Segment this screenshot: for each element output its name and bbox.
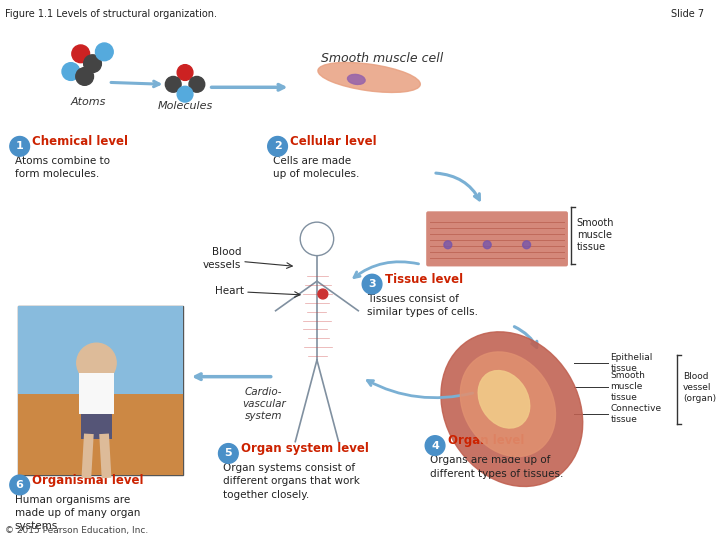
FancyBboxPatch shape	[18, 394, 183, 475]
Text: Cells are made
up of molecules.: Cells are made up of molecules.	[273, 156, 359, 179]
Text: Epithelial
tissue: Epithelial tissue	[611, 353, 652, 373]
Text: Slide 7: Slide 7	[670, 9, 703, 18]
Ellipse shape	[441, 332, 582, 487]
Text: 2: 2	[274, 141, 282, 151]
Circle shape	[10, 475, 30, 495]
Text: Organ systems consist of
different organs that work
together closely.: Organ systems consist of different organ…	[223, 463, 360, 500]
Circle shape	[96, 43, 113, 60]
Circle shape	[84, 55, 102, 72]
Ellipse shape	[348, 75, 365, 84]
Text: 5: 5	[225, 448, 232, 458]
Circle shape	[10, 137, 30, 156]
Text: Chemical level: Chemical level	[32, 135, 128, 148]
Circle shape	[177, 65, 193, 80]
Ellipse shape	[318, 63, 420, 92]
Circle shape	[62, 63, 80, 80]
Text: Blood
vessels: Blood vessels	[203, 247, 241, 270]
FancyBboxPatch shape	[81, 414, 112, 438]
FancyBboxPatch shape	[78, 373, 114, 414]
Text: Cellular level: Cellular level	[290, 135, 377, 148]
Text: Tissue level: Tissue level	[385, 273, 463, 286]
Text: Organ system level: Organ system level	[241, 442, 369, 455]
Text: Figure 1.1 Levels of structural organization.: Figure 1.1 Levels of structural organiza…	[5, 9, 217, 18]
Text: © 2015 Pearson Education, Inc.: © 2015 Pearson Education, Inc.	[5, 526, 148, 535]
Circle shape	[426, 436, 445, 455]
Text: Blood
vessel
(organ): Blood vessel (organ)	[683, 372, 716, 403]
Circle shape	[483, 241, 491, 249]
FancyBboxPatch shape	[18, 306, 183, 475]
Text: Organismal level: Organismal level	[32, 474, 144, 487]
Circle shape	[72, 45, 89, 63]
Text: Heart: Heart	[215, 286, 244, 296]
Circle shape	[218, 443, 238, 463]
Circle shape	[268, 137, 287, 156]
Circle shape	[189, 77, 204, 92]
Text: Organs are made up of
different types of tissues.: Organs are made up of different types of…	[430, 455, 564, 478]
Circle shape	[444, 241, 451, 249]
Text: Connective
tissue: Connective tissue	[611, 404, 662, 424]
Ellipse shape	[478, 370, 530, 428]
Circle shape	[318, 289, 328, 299]
Circle shape	[177, 86, 193, 102]
Text: 4: 4	[431, 441, 439, 450]
Text: 3: 3	[368, 279, 376, 289]
Circle shape	[77, 343, 116, 382]
Circle shape	[523, 241, 531, 249]
Circle shape	[166, 77, 181, 92]
Ellipse shape	[460, 352, 556, 456]
Circle shape	[362, 274, 382, 294]
Text: Human organisms are
made up of many organ
systems.: Human organisms are made up of many orga…	[15, 495, 140, 531]
FancyBboxPatch shape	[18, 306, 183, 394]
Text: Cardio-
vascular
system: Cardio- vascular system	[242, 387, 286, 421]
Text: Smooth
muscle
tissue: Smooth muscle tissue	[611, 372, 645, 402]
Text: Tissues consist of
similar types of cells.: Tissues consist of similar types of cell…	[367, 294, 478, 317]
Text: Smooth
muscle
tissue: Smooth muscle tissue	[577, 218, 614, 252]
FancyBboxPatch shape	[426, 211, 568, 266]
Circle shape	[76, 68, 94, 85]
Text: 1: 1	[16, 141, 24, 151]
Text: Smooth muscle cell: Smooth muscle cell	[321, 52, 443, 65]
Text: 6: 6	[16, 480, 24, 490]
Text: Atoms combine to
form molecules.: Atoms combine to form molecules.	[15, 156, 109, 179]
Text: Atoms: Atoms	[71, 97, 107, 107]
Text: Molecules: Molecules	[158, 101, 212, 111]
Text: Organ level: Organ level	[448, 434, 524, 447]
